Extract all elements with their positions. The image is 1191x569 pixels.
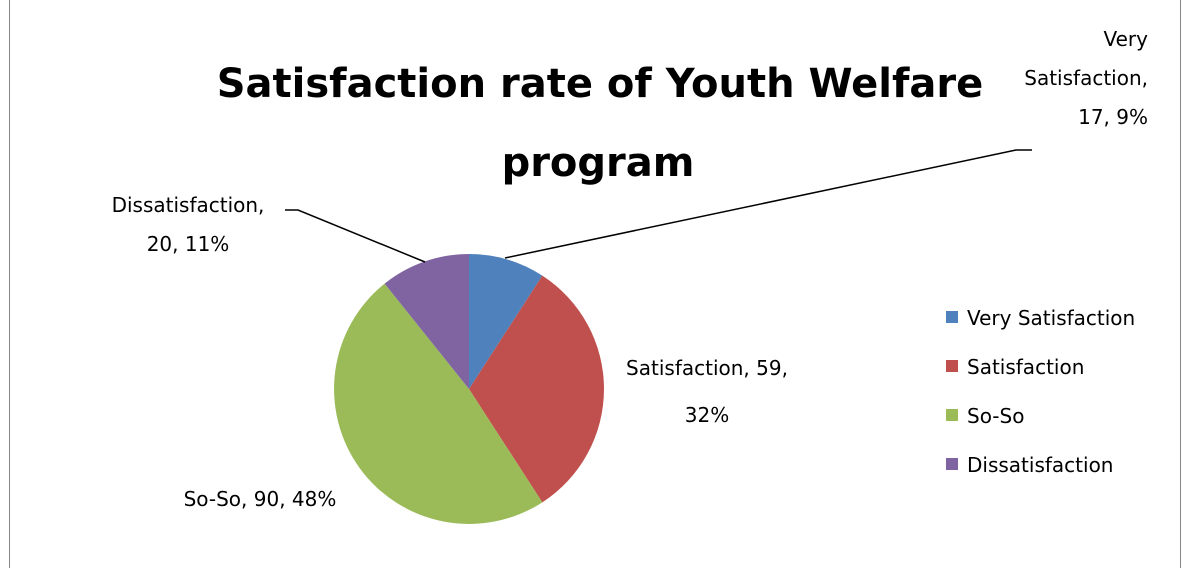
- leader-line-dissatisfaction: [285, 209, 426, 263]
- legend-swatch-satisfaction: [946, 360, 958, 372]
- chart-frame: [9, 0, 1181, 568]
- legend-swatch-dissatisfaction: [946, 458, 958, 470]
- data-label-very-satisfaction: Very Satisfaction, 17, 9%: [1024, 27, 1148, 129]
- slice-so-so: [334, 283, 543, 524]
- legend-label-dissatisfaction: Dissatisfaction: [967, 453, 1113, 477]
- pie-slices: [334, 254, 604, 524]
- chart-title-line-2: program: [502, 140, 695, 186]
- legend-label-satisfaction: Satisfaction: [967, 355, 1084, 379]
- data-label-so-so: So-So, 90, 48%: [184, 487, 337, 511]
- data-label-satisfaction: Satisfaction, 59, 32%: [626, 356, 788, 427]
- slice-dissatisfaction: [384, 254, 469, 389]
- chart-title: Satisfaction rate of Youth Welfare progr…: [217, 61, 984, 186]
- legend: Very Satisfaction Satisfaction So-So Dissat…: [946, 306, 1135, 477]
- slice-very-satisfaction: [469, 254, 543, 389]
- legend-label-very-satisfaction: Very Satisfaction: [967, 306, 1135, 330]
- data-labels: Very Satisfaction, 17, 9% Satisfaction, 59,…: [112, 27, 1149, 511]
- legend-label-so-so: So-So: [967, 404, 1024, 428]
- legend-swatch-very-satisfaction: [946, 311, 958, 323]
- chart-title-line-1: Satisfaction rate of Youth Welfare: [217, 61, 984, 107]
- legend-swatch-so-so: [946, 409, 958, 421]
- leader-line-very-satisfaction: [504, 149, 1032, 259]
- leader-lines: [285, 149, 1032, 263]
- slice-satisfaction: [469, 275, 604, 503]
- data-label-dissatisfaction: Dissatisfaction, 20, 11%: [112, 193, 265, 256]
